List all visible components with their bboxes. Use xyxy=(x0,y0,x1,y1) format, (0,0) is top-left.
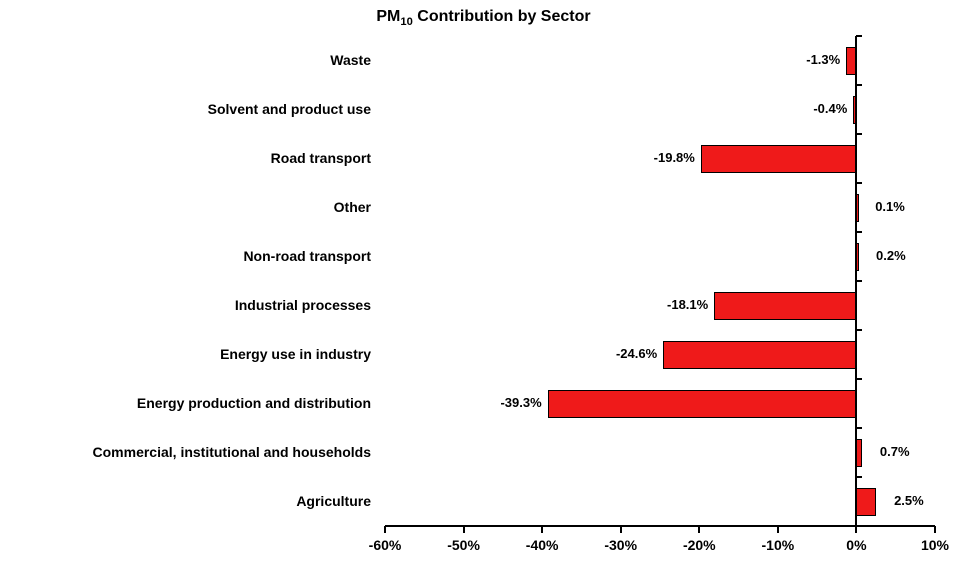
x-tick xyxy=(463,526,465,533)
x-tick-label: -40% xyxy=(526,537,559,553)
y-tick xyxy=(856,133,862,135)
y-tick xyxy=(856,476,862,478)
y-tick xyxy=(856,35,862,37)
value-label: -19.8% xyxy=(654,150,695,165)
x-tick-label: -30% xyxy=(604,537,637,553)
x-tick xyxy=(855,526,857,533)
bar xyxy=(701,145,857,173)
chart-container: PM10 Contribution by Sector -60% -50% -40%… xyxy=(0,0,967,588)
y-tick xyxy=(856,280,862,282)
x-tick-label: 10% xyxy=(921,537,949,553)
category-label: Waste xyxy=(0,52,371,68)
bar xyxy=(714,292,856,320)
value-label: -1.3% xyxy=(806,52,840,67)
bar xyxy=(856,243,859,271)
y-tick xyxy=(856,84,862,86)
value-label: 0.7% xyxy=(880,444,910,459)
x-tick-label: -50% xyxy=(447,537,480,553)
bar xyxy=(853,96,856,124)
x-tick xyxy=(541,526,543,533)
x-tick-label: 0% xyxy=(846,537,866,553)
category-label: Energy production and distribution xyxy=(0,395,371,411)
plot-area: -60%-50%-40%-30%-20%-10%0%10%-1.3%-0.4%-… xyxy=(385,36,935,526)
y-tick xyxy=(856,231,862,233)
chart-title: PM10 Contribution by Sector xyxy=(0,8,967,28)
value-label: 2.5% xyxy=(894,493,924,508)
category-label: Road transport xyxy=(0,150,371,166)
x-tick-label: -10% xyxy=(762,537,795,553)
bar xyxy=(856,439,862,467)
x-tick xyxy=(698,526,700,533)
category-label: Industrial processes xyxy=(0,297,371,313)
x-tick xyxy=(777,526,779,533)
y-tick xyxy=(856,427,862,429)
x-tick xyxy=(934,526,936,533)
y-tick xyxy=(856,378,862,380)
category-label: Solvent and product use xyxy=(0,101,371,117)
value-label: 0.2% xyxy=(876,248,906,263)
y-tick xyxy=(856,182,862,184)
category-label: Commercial, institutional and households xyxy=(0,444,371,460)
value-label: -0.4% xyxy=(813,101,847,116)
category-label: Non-road transport xyxy=(0,248,371,264)
value-label: 0.1% xyxy=(875,199,905,214)
value-label: -18.1% xyxy=(667,297,708,312)
y-tick xyxy=(856,329,862,331)
x-tick-label: -20% xyxy=(683,537,716,553)
category-label: Agriculture xyxy=(0,493,371,509)
bar xyxy=(856,194,859,222)
bar xyxy=(548,390,857,418)
bar xyxy=(856,488,876,516)
x-tick xyxy=(384,526,386,533)
bar xyxy=(663,341,856,369)
x-tick xyxy=(620,526,622,533)
x-tick-label: -60% xyxy=(369,537,402,553)
y-tick xyxy=(856,525,862,527)
category-label: Energy use in industry xyxy=(0,346,371,362)
category-label: Other xyxy=(0,199,371,215)
value-label: -39.3% xyxy=(500,395,541,410)
bar xyxy=(846,47,856,75)
value-label: -24.6% xyxy=(616,346,657,361)
x-axis xyxy=(385,525,935,527)
